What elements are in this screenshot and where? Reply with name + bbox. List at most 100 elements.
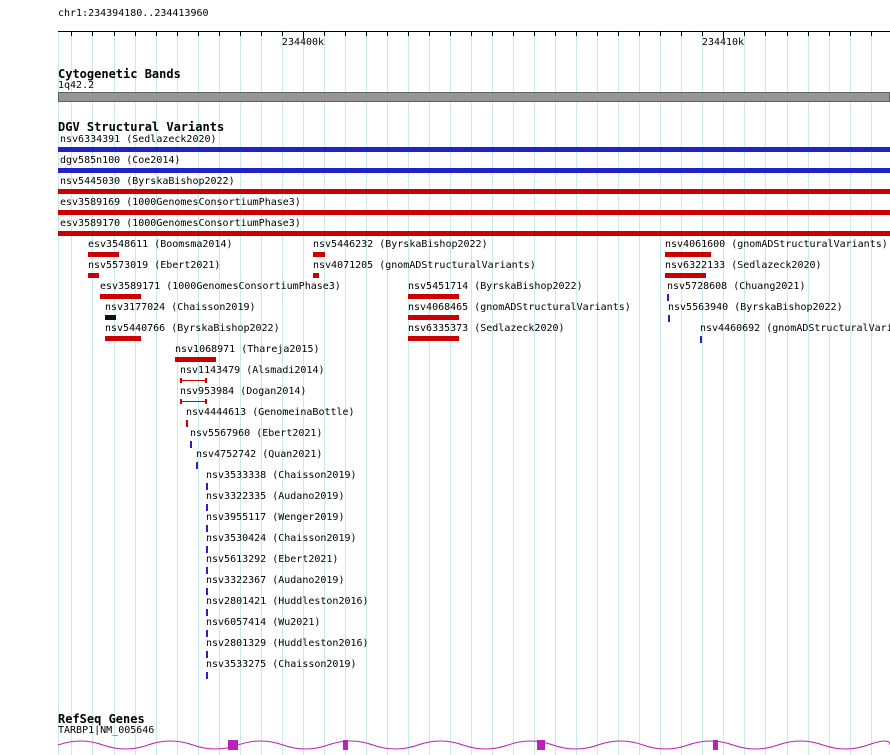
- ruler-minor-tick: [71, 32, 72, 36]
- ruler-line: [58, 31, 890, 32]
- variant-label[interactable]: esv3589171 (1000GenomesConsortiumPhase3): [100, 281, 341, 292]
- variant-tick[interactable]: [186, 420, 188, 427]
- variant-label[interactable]: nsv5563940 (ByrskaBishop2022): [668, 302, 843, 313]
- variant-label[interactable]: nsv5728608 (Chuang2021): [667, 281, 806, 292]
- grid-line: [450, 32, 451, 755]
- variant-span-line: [182, 401, 205, 402]
- variant-tick[interactable]: [700, 336, 702, 343]
- variant-tick[interactable]: [190, 441, 192, 448]
- variant-tick[interactable]: [206, 588, 208, 595]
- variant-bar[interactable]: [88, 252, 119, 257]
- variant-bar[interactable]: [105, 336, 141, 341]
- variant-label[interactable]: nsv1068971 (Thareja2015): [175, 344, 320, 355]
- variant-label[interactable]: nsv1143479 (Alsmadi2014): [180, 365, 325, 376]
- variant-label[interactable]: nsv5446232 (ByrskaBishop2022): [313, 239, 488, 250]
- variant-label[interactable]: nsv6334391 (Sedlazeck2020): [60, 134, 217, 145]
- variant-bar[interactable]: [408, 336, 459, 341]
- variant-label[interactable]: nsv5440766 (ByrskaBishop2022): [105, 323, 280, 334]
- gene-intron-line[interactable]: [58, 740, 890, 750]
- variant-bar[interactable]: [665, 273, 706, 278]
- ruler-minor-tick: [765, 32, 766, 36]
- variant-bar[interactable]: [105, 315, 116, 320]
- ruler-minor-tick: [597, 32, 598, 36]
- variant-bar[interactable]: [313, 273, 319, 278]
- grid-line: [135, 32, 136, 755]
- variant-bar[interactable]: [58, 147, 890, 152]
- variant-label[interactable]: nsv6335373 (Sedlazeck2020): [408, 323, 565, 334]
- ruler-minor-tick: [450, 32, 451, 36]
- grid-line: [240, 32, 241, 755]
- variant-tick[interactable]: [206, 672, 208, 679]
- variant-bar[interactable]: [58, 189, 890, 194]
- variant-tick[interactable]: [206, 567, 208, 574]
- variant-bar[interactable]: [58, 168, 890, 173]
- variant-bar[interactable]: [58, 231, 890, 236]
- gene-glyph[interactable]: [58, 737, 890, 753]
- variant-label[interactable]: nsv4071205 (gnomADStructuralVariants): [313, 260, 536, 271]
- variant-label[interactable]: esv3589169 (1000GenomesConsortiumPhase3): [60, 197, 301, 208]
- variant-label[interactable]: nsv2801421 (Huddleston2016): [206, 596, 369, 607]
- variant-label[interactable]: esv3589170 (1000GenomesConsortiumPhase3): [60, 218, 301, 229]
- variant-label[interactable]: nsv5567960 (Ebert2021): [190, 428, 323, 439]
- grid-line: [324, 32, 325, 755]
- variant-bar[interactable]: [100, 294, 141, 299]
- variant-tick[interactable]: [206, 609, 208, 616]
- gene-exon[interactable]: [713, 740, 718, 750]
- variant-label[interactable]: nsv5445030 (ByrskaBishop2022): [60, 176, 235, 187]
- ruler-minor-tick: [177, 32, 178, 36]
- grid-line: [871, 32, 872, 755]
- gene-exon[interactable]: [343, 740, 348, 750]
- variant-label[interactable]: nsv3322367 (Audano2019): [206, 575, 345, 586]
- variant-label[interactable]: nsv5613292 (Ebert2021): [206, 554, 339, 565]
- grid-line: [408, 32, 409, 755]
- variant-label[interactable]: nsv2801329 (Huddleston2016): [206, 638, 369, 649]
- variant-label[interactable]: nsv3177024 (Chaisson2019): [105, 302, 256, 313]
- ruler-minor-tick: [850, 32, 851, 36]
- variant-bar[interactable]: [175, 357, 216, 362]
- grid-line: [850, 32, 851, 755]
- variant-label[interactable]: nsv5451714 (ByrskaBishop2022): [408, 281, 583, 292]
- variant-label[interactable]: dgv585n100 (Coe2014): [60, 155, 181, 166]
- variant-label[interactable]: nsv3955117 (Wenger2019): [206, 512, 345, 523]
- variant-label[interactable]: nsv3322335 (Audano2019): [206, 491, 345, 502]
- ruler-minor-tick: [345, 32, 346, 36]
- variant-label[interactable]: nsv4460692 (gnomADStructuralVariants): [700, 323, 890, 334]
- variant-label[interactable]: nsv4061600 (gnomADStructuralVariants): [665, 239, 888, 250]
- variant-span[interactable]: [180, 399, 207, 404]
- variant-label[interactable]: nsv4444613 (GenomeinaBottle): [186, 407, 355, 418]
- ruler-minor-tick: [660, 32, 661, 36]
- variant-bar[interactable]: [408, 315, 459, 320]
- ruler-minor-tick: [198, 32, 199, 36]
- variant-bar[interactable]: [58, 210, 890, 215]
- variant-tick[interactable]: [196, 462, 198, 469]
- grid-line: [219, 32, 220, 755]
- variant-bar[interactable]: [88, 273, 99, 278]
- gene-exon[interactable]: [228, 740, 238, 750]
- variant-tick[interactable]: [206, 504, 208, 511]
- variant-label[interactable]: nsv6322133 (Sedlazeck2020): [665, 260, 822, 271]
- grid-line: [787, 32, 788, 755]
- variant-label[interactable]: nsv953984 (Dogan2014): [180, 386, 307, 397]
- variant-bar[interactable]: [665, 252, 711, 257]
- variant-label[interactable]: nsv5573019 (Ebert2021): [88, 260, 221, 271]
- variant-label[interactable]: esv3548611 (Boomsma2014): [88, 239, 233, 250]
- variant-bar[interactable]: [408, 294, 459, 299]
- variant-label[interactable]: nsv3533275 (Chaisson2019): [206, 659, 357, 670]
- variant-bar[interactable]: [313, 252, 325, 257]
- ruler-minor-tick: [219, 32, 220, 36]
- variant-tick[interactable]: [206, 546, 208, 553]
- grid-line: [58, 32, 59, 755]
- variant-tick[interactable]: [667, 294, 669, 301]
- variant-label[interactable]: nsv3533338 (Chaisson2019): [206, 470, 357, 481]
- variant-span[interactable]: [180, 378, 207, 383]
- variant-tick[interactable]: [206, 651, 208, 658]
- variant-label[interactable]: nsv3530424 (Chaisson2019): [206, 533, 357, 544]
- variant-tick[interactable]: [206, 630, 208, 637]
- variant-label[interactable]: nsv4068465 (gnomADStructuralVariants): [408, 302, 631, 313]
- variant-tick[interactable]: [206, 525, 208, 532]
- variant-tick[interactable]: [206, 483, 208, 490]
- gene-exon[interactable]: [537, 740, 545, 750]
- variant-tick[interactable]: [668, 315, 670, 322]
- variant-label[interactable]: nsv6057414 (Wu2021): [206, 617, 321, 628]
- variant-label[interactable]: nsv4752742 (Quan2021): [196, 449, 323, 460]
